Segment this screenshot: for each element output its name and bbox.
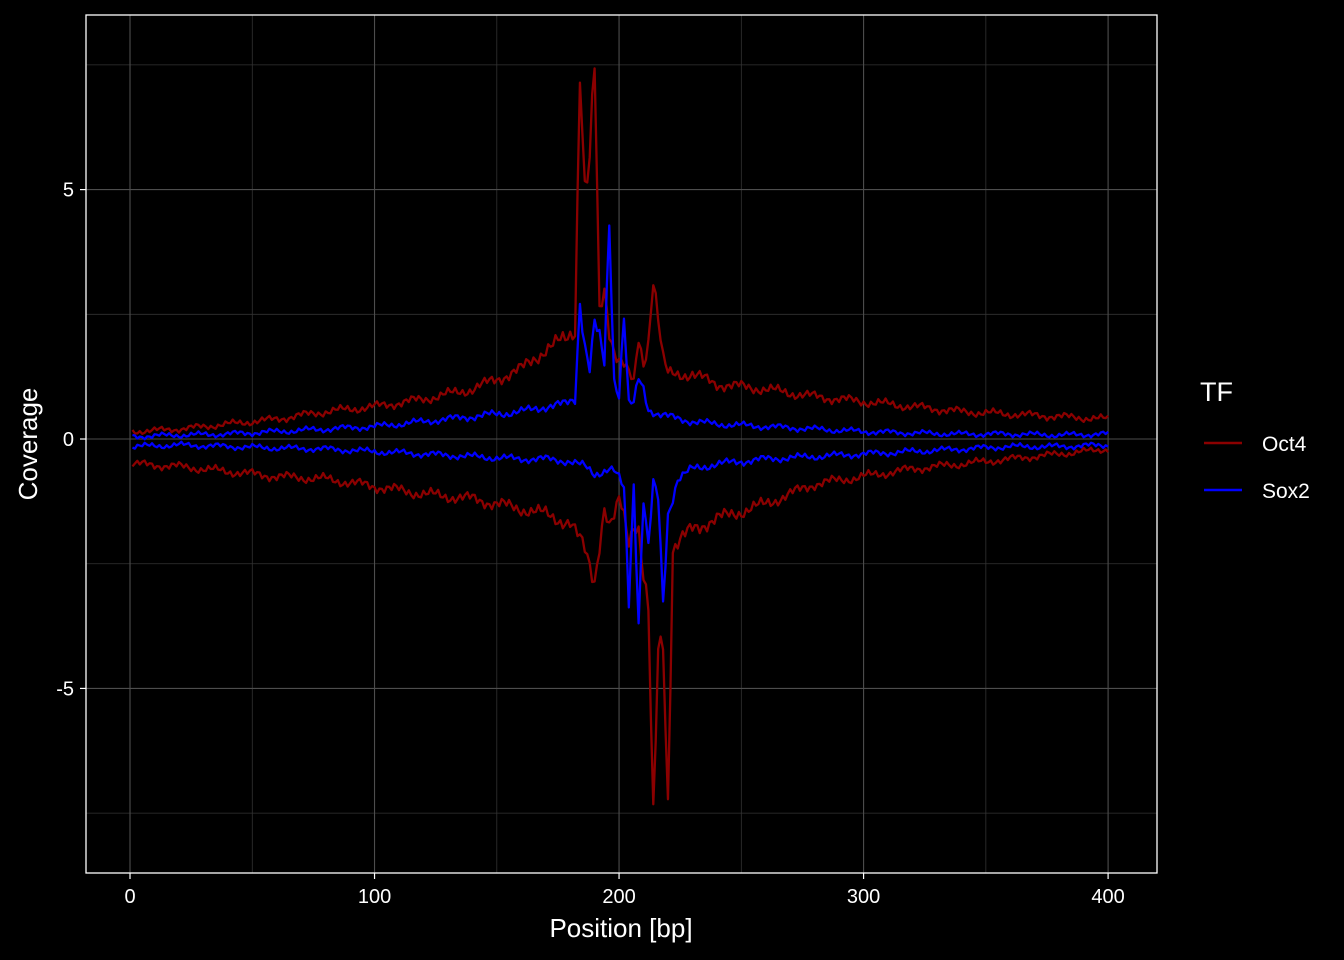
- x-tick-label: 0: [124, 886, 135, 908]
- series-line-sox2-plus: [132, 224, 1109, 441]
- x-tick-label: 200: [602, 886, 635, 908]
- legend: TF Oct4 Sox2: [1200, 377, 1310, 503]
- legend-title: TF: [1200, 377, 1233, 407]
- x-tick-label: 100: [358, 886, 391, 908]
- y-axis-title: Coverage: [13, 388, 43, 501]
- x-tick-label: 300: [847, 886, 880, 908]
- legend-label-sox2: Sox2: [1262, 480, 1310, 503]
- y-tick-label: 0: [63, 429, 74, 451]
- grid: [86, 15, 1157, 873]
- x-axis: 0 100 200 300 400: [124, 873, 1125, 908]
- legend-label-oct4: Oct4: [1262, 433, 1307, 456]
- plot-lines: [131, 67, 1109, 806]
- x-tick-label: 400: [1091, 886, 1124, 908]
- series-line-oct4-minus: [131, 446, 1109, 806]
- y-axis: -5 0 5: [56, 180, 86, 700]
- x-axis-title: Position [bp]: [549, 913, 692, 943]
- y-tick-label: 5: [63, 180, 74, 202]
- panel-border: [85, 14, 1158, 874]
- y-tick-label: -5: [56, 678, 74, 700]
- series-line-sox2-minus: [132, 440, 1109, 625]
